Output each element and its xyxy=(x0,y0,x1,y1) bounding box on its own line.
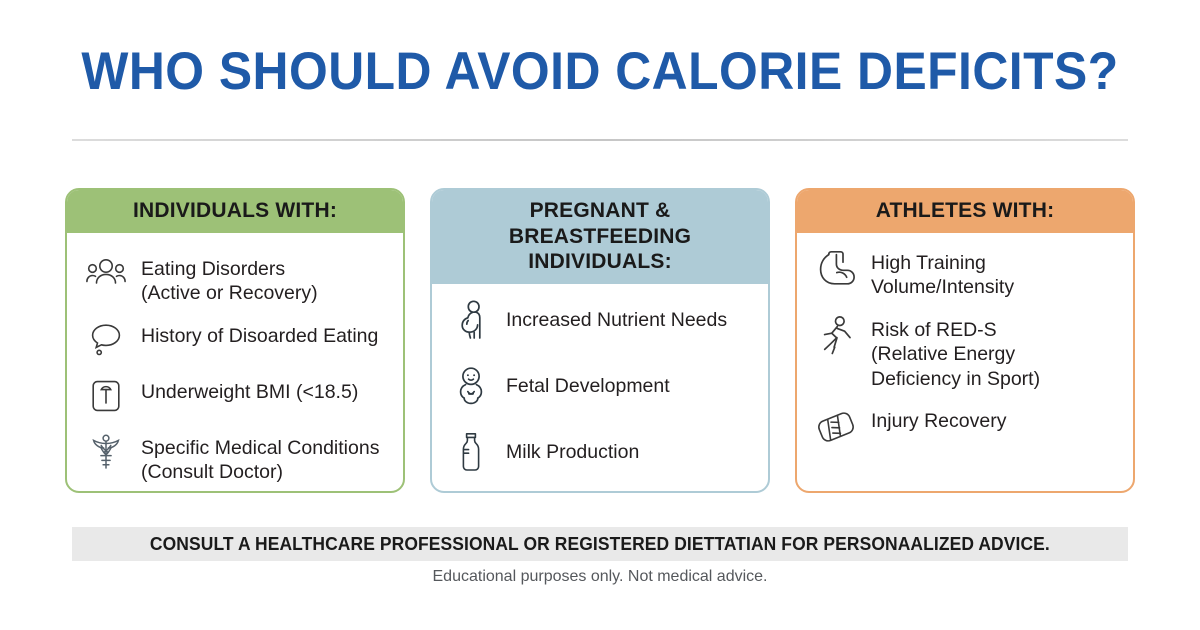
baby-icon xyxy=(448,364,494,408)
list-item-label: Milk Production xyxy=(506,441,640,464)
bandage-icon xyxy=(813,405,859,449)
footer-banner-text: CONSULT A HEALTHCARE PROFESSIONAL OR REG… xyxy=(150,533,1050,554)
title-divider xyxy=(72,139,1128,141)
card-header-individuals: INDIVIDUALS WITH: xyxy=(67,190,403,233)
list-item: Fetal Development xyxy=(448,364,754,408)
list-item-label: History of Disoarded Eating xyxy=(141,324,379,347)
list-item-label: Specific Medical Conditions (Consult Doc… xyxy=(141,436,380,484)
list-item: History of Disoarded Eating xyxy=(83,318,389,362)
speech-bubble-icon xyxy=(83,318,129,362)
card-athletes-with: ATHLETES WITH: High Training Volume/Inte… xyxy=(795,188,1135,493)
list-item-label: Fetal Development xyxy=(506,375,670,398)
list-item-label: High Training Volume/Intensity xyxy=(871,251,1015,299)
list-item: High Training Volume/Intensity xyxy=(813,247,1119,300)
cards-row: INDIVIDUALS WITH: Eating Disorders xyxy=(0,188,1200,493)
card-individuals-with: INDIVIDUALS WITH: Eating Disorders xyxy=(65,188,405,493)
list-item-label: Increased Nutrient Needs xyxy=(506,309,728,332)
footer-note: Educational purposes only. Not medical a… xyxy=(432,568,768,585)
list-item: Specific Medical Conditions (Consult Doc… xyxy=(83,430,389,485)
card-body-athletes: High Training Volume/Intensity Ri xyxy=(797,233,1133,491)
list-item: Increased Nutrient Needs xyxy=(448,298,754,342)
list-item: Milk Production xyxy=(448,430,754,474)
list-item: Injury Recovery xyxy=(813,405,1119,449)
list-item-label: Eating Disorders (Active or Recovery) xyxy=(141,257,318,305)
milk-bottle-icon xyxy=(448,430,494,474)
list-item-label: Injury Recovery xyxy=(871,410,1007,433)
card-pregnant-breastfeeding: PREGNANT & BREASTFEEDING INDIVIDUALS: xyxy=(430,188,770,493)
footer-banner: CONSULT A HEALTHCARE PROFESSIONAL OR REG… xyxy=(72,527,1128,561)
flexed-bicep-icon xyxy=(813,247,859,291)
title-container: WHO SHOULD AVOID CALORIE DEFICITS? xyxy=(0,44,1200,100)
list-item-label: Underweight BMI (<18.5) xyxy=(141,380,359,403)
card-header-pregnant: PREGNANT & BREASTFEEDING INDIVIDUALS: xyxy=(432,190,768,284)
list-item: Eating Disorders (Active or Recovery) xyxy=(83,251,389,306)
card-header-athletes: ATHLETES WITH: xyxy=(797,190,1133,233)
list-item: Risk of RED-S (Relative Energy Deficienc… xyxy=(813,314,1119,392)
pregnant-woman-icon xyxy=(448,298,494,342)
list-item-label: Risk of RED-S (Relative Energy Deficienc… xyxy=(871,318,1041,390)
bathroom-scale-icon xyxy=(83,374,129,418)
running-person-icon xyxy=(813,314,859,358)
caduceus-icon xyxy=(83,430,129,474)
group-of-people-icon xyxy=(83,251,129,295)
page-title: WHO SHOULD AVOID CALORIE DEFICITS? xyxy=(81,42,1119,101)
card-body-pregnant: Increased Nutrient Needs xyxy=(432,284,768,491)
card-body-individuals: Eating Disorders (Active or Recovery) Hi… xyxy=(67,233,403,491)
list-item: Underweight BMI (<18.5) xyxy=(83,374,389,418)
